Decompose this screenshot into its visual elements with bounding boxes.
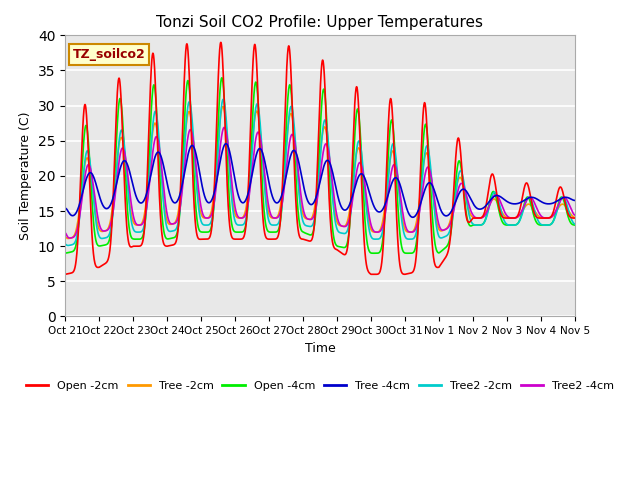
Open -2cm — [523, 180, 531, 186]
Tree2 -4cm — [571, 212, 579, 218]
Tree2 -2cm — [523, 197, 531, 203]
Open -2cm — [571, 215, 579, 221]
Legend: Open -2cm, Tree -2cm, Open -4cm, Tree -4cm, Tree2 -2cm, Tree2 -4cm: Open -2cm, Tree -2cm, Open -4cm, Tree -4… — [22, 376, 618, 395]
Open -2cm — [370, 271, 378, 277]
Open -2cm — [379, 252, 387, 258]
Tree -4cm — [61, 205, 69, 211]
Open -2cm — [170, 241, 178, 247]
Tree -4cm — [204, 199, 211, 205]
Open -4cm — [379, 239, 387, 245]
X-axis label: Time: Time — [305, 342, 335, 355]
Tree -4cm — [571, 198, 579, 204]
Title: Tonzi Soil CO2 Profile: Upper Temperatures: Tonzi Soil CO2 Profile: Upper Temperatur… — [157, 15, 483, 30]
Tree -2cm — [61, 234, 69, 240]
Tree2 -4cm — [204, 215, 211, 221]
Tree2 -4cm — [171, 221, 179, 227]
Tree -2cm — [523, 202, 531, 208]
Open -2cm — [204, 236, 211, 242]
Tree -2cm — [171, 220, 179, 226]
Line: Open -2cm: Open -2cm — [65, 42, 575, 274]
Tree -4cm — [523, 196, 531, 202]
Line: Tree2 -2cm: Tree2 -2cm — [65, 99, 575, 245]
Line: Tree -2cm: Tree -2cm — [65, 107, 575, 239]
Open -4cm — [370, 251, 378, 256]
Tree -2cm — [571, 215, 579, 220]
Tree2 -2cm — [571, 221, 579, 227]
Tree -2cm — [219, 104, 227, 109]
Tree -2cm — [64, 236, 72, 241]
Tree2 -2cm — [571, 221, 579, 227]
Tree -4cm — [571, 198, 579, 204]
Open -4cm — [170, 235, 178, 240]
Tree2 -4cm — [220, 124, 228, 130]
Tree -2cm — [571, 215, 579, 220]
Open -4cm — [523, 195, 531, 201]
Open -2cm — [217, 39, 225, 45]
Open -2cm — [370, 271, 378, 277]
Line: Open -4cm: Open -4cm — [65, 78, 575, 253]
Open -2cm — [61, 271, 69, 277]
Tree2 -2cm — [220, 96, 227, 102]
Open -4cm — [204, 229, 211, 235]
Tree2 -4cm — [370, 228, 378, 234]
Tree -2cm — [204, 215, 211, 221]
Tree -4cm — [170, 200, 178, 205]
Tree -2cm — [370, 229, 378, 235]
Open -4cm — [571, 222, 579, 228]
Line: Tree2 -4cm: Tree2 -4cm — [65, 127, 575, 238]
Tree2 -2cm — [61, 241, 69, 247]
Open -4cm — [218, 75, 226, 81]
Y-axis label: Soil Temperature (C): Soil Temperature (C) — [19, 112, 33, 240]
Tree2 -2cm — [379, 229, 387, 235]
Tree -4cm — [222, 141, 230, 146]
Tree2 -2cm — [171, 228, 179, 233]
Text: TZ_soilco2: TZ_soilco2 — [73, 48, 146, 61]
Tree -2cm — [379, 219, 387, 225]
Open -2cm — [571, 215, 579, 221]
Tree2 -2cm — [64, 242, 72, 248]
Tree2 -4cm — [66, 235, 74, 241]
Tree -4cm — [409, 215, 417, 220]
Open -4cm — [61, 250, 69, 256]
Tree -4cm — [370, 202, 378, 208]
Line: Tree -4cm: Tree -4cm — [65, 144, 575, 217]
Tree2 -4cm — [379, 224, 387, 229]
Open -4cm — [371, 251, 378, 256]
Tree2 -4cm — [571, 212, 579, 218]
Tree2 -4cm — [61, 230, 69, 236]
Tree -4cm — [378, 207, 386, 213]
Open -4cm — [571, 222, 579, 228]
Tree2 -4cm — [523, 197, 531, 203]
Tree2 -2cm — [204, 222, 211, 228]
Tree2 -2cm — [370, 236, 378, 242]
